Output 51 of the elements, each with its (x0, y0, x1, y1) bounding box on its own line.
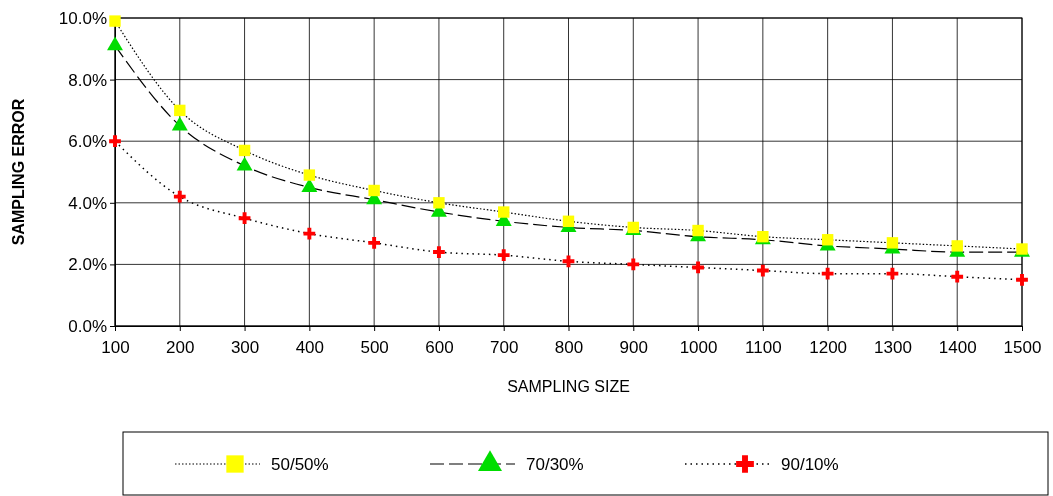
legend-label: 70/30% (526, 455, 584, 474)
point (886, 237, 899, 249)
point (433, 246, 445, 258)
point (303, 169, 316, 181)
point (951, 240, 963, 252)
x-tick-label: 1000 (679, 337, 718, 357)
point (368, 236, 381, 249)
x-tick-label: 1300 (874, 337, 912, 357)
y-tick-label: 4.0% (68, 193, 107, 213)
x-tick-label: 500 (360, 337, 389, 357)
point (821, 234, 834, 246)
legend-label: 50/50% (271, 455, 329, 474)
point (109, 135, 121, 148)
x-tick-label: 800 (554, 337, 584, 357)
point (756, 264, 769, 277)
x-tick-label: 1400 (938, 337, 977, 357)
point (303, 227, 316, 240)
x-tick-label: 900 (619, 337, 648, 357)
x-tick-label: 300 (230, 337, 260, 357)
point (238, 212, 251, 225)
y-tick-label: 0.0% (68, 316, 107, 336)
x-tick-label: 100 (101, 337, 130, 357)
point (627, 258, 640, 271)
x-tick-label: 400 (295, 337, 325, 357)
y-tick-label: 6.0% (68, 132, 107, 152)
x-tick-label: 1200 (809, 337, 848, 357)
point (692, 224, 704, 237)
point (433, 197, 445, 209)
point (1016, 273, 1028, 286)
point (238, 144, 251, 157)
x-tick-label: 1100 (745, 337, 782, 357)
point (174, 104, 186, 117)
y-axis-title: SAMPLING ERROR (10, 98, 27, 246)
y-tick-label: 2.0% (68, 255, 107, 275)
x-tick-label: 700 (490, 337, 519, 357)
y-tick-label: 10.0% (58, 8, 107, 28)
point (173, 190, 186, 203)
point (109, 15, 121, 27)
point (368, 184, 380, 197)
x-axis-title: SAMPLING SIZE (507, 378, 630, 395)
y-tick-label: 8.0% (68, 70, 107, 90)
point (821, 267, 834, 280)
x-tick-label: 600 (425, 337, 454, 357)
x-tick-label: 200 (166, 337, 195, 357)
x-tick-label: 1500 (1003, 337, 1042, 357)
point (497, 249, 510, 262)
point (498, 206, 510, 218)
point (951, 270, 964, 283)
point (886, 267, 899, 280)
point (562, 215, 575, 227)
legend-label: 90/10% (781, 455, 839, 474)
